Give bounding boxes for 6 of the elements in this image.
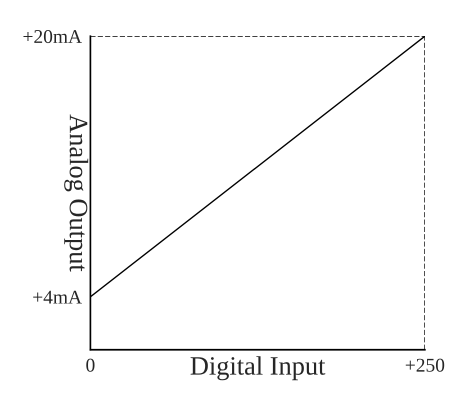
x-tick-label: 0 [86, 358, 95, 372]
x-tick-label: +250 [406, 358, 444, 372]
y-tick-label: +4mA [33, 290, 82, 304]
x-axis-title: Digital Input [190, 356, 326, 380]
y-axis-title: Analog Output [64, 114, 88, 272]
y-tick-label: +20mA [23, 30, 82, 44]
